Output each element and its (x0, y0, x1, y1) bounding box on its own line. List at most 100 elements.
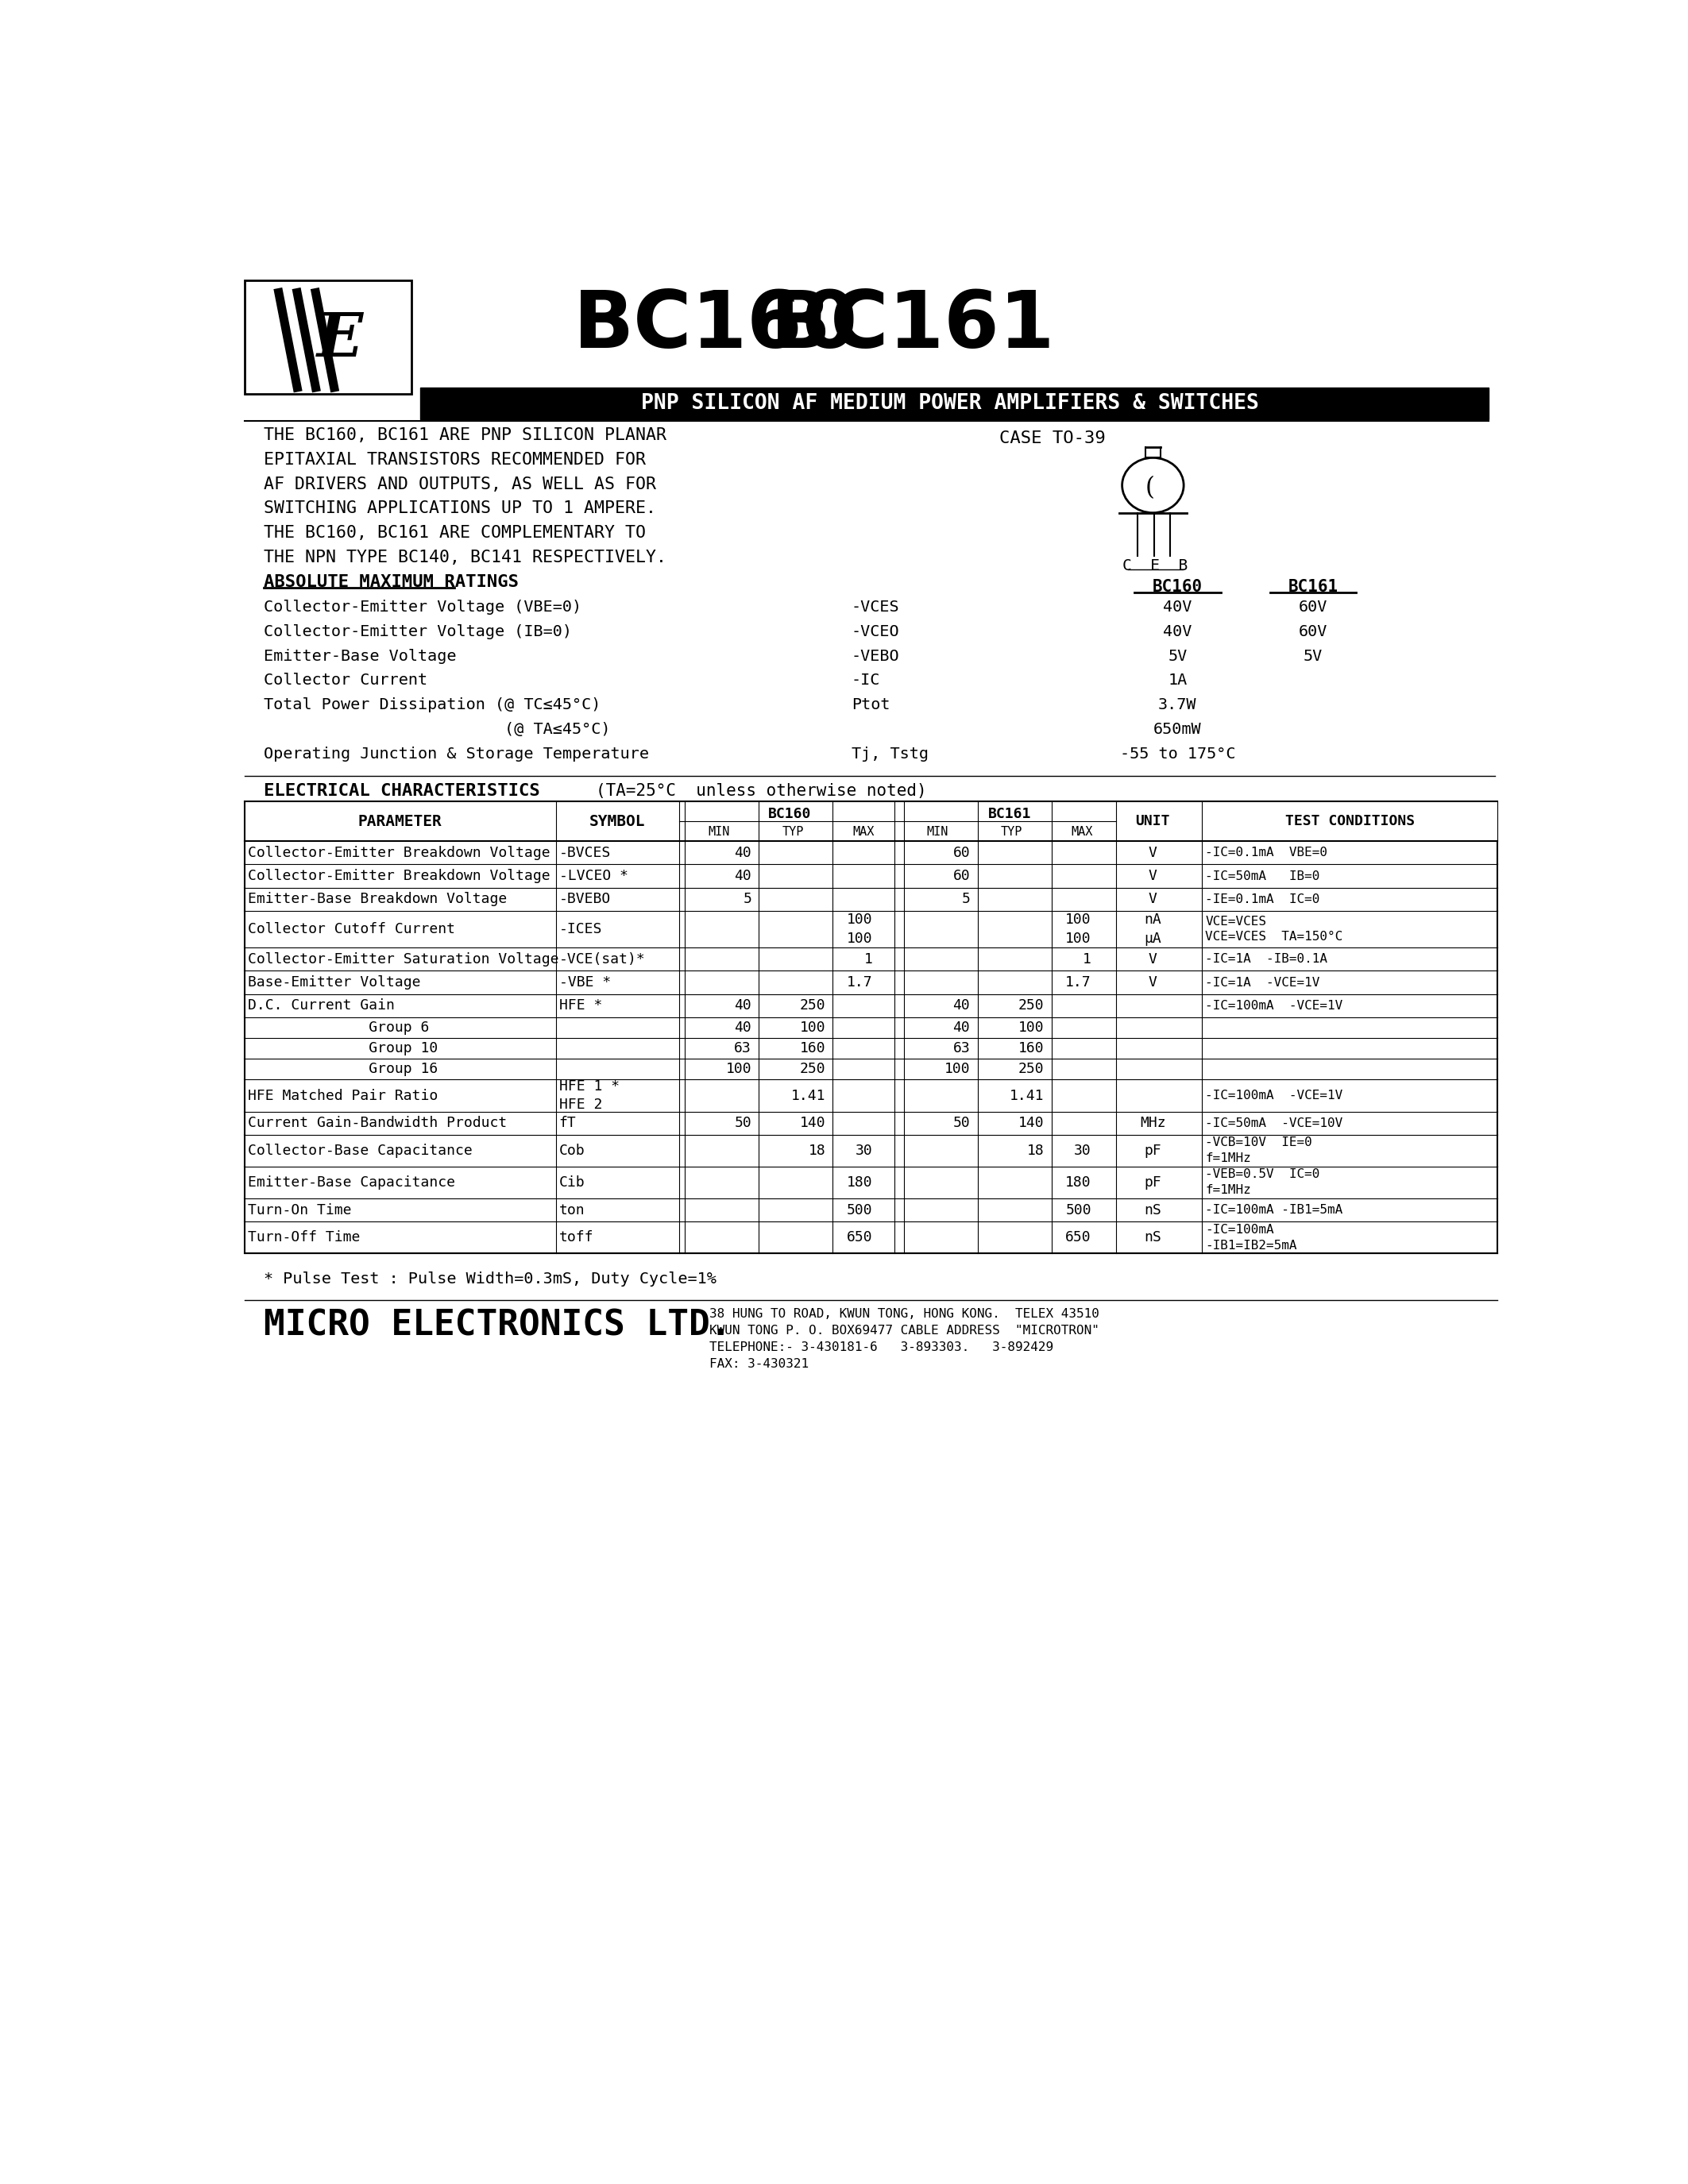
Text: BC161: BC161 (770, 288, 1055, 365)
Text: 40: 40 (734, 1020, 751, 1035)
Text: fT: fT (559, 1116, 576, 1131)
Text: FAX: 3-430321: FAX: 3-430321 (709, 1358, 809, 1369)
Text: -IE=0.1mA  IC=0: -IE=0.1mA IC=0 (1205, 893, 1320, 904)
Text: 1.7: 1.7 (847, 976, 873, 989)
Text: pF: pF (1144, 1144, 1161, 1158)
Text: toff: toff (559, 1230, 594, 1245)
Text: -ICES: -ICES (559, 922, 603, 937)
Text: 5V: 5V (1168, 649, 1187, 664)
Text: BC161: BC161 (1288, 579, 1339, 594)
Text: 30: 30 (1074, 1144, 1092, 1158)
Text: 40V: 40V (1163, 625, 1192, 640)
Text: 5: 5 (962, 891, 971, 906)
Text: -BVEBO: -BVEBO (559, 891, 611, 906)
Text: Emitter-Base Breakdown Voltage: Emitter-Base Breakdown Voltage (248, 891, 506, 906)
Text: 50: 50 (952, 1116, 971, 1131)
Text: Collector-Emitter Voltage (VBE=0): Collector-Emitter Voltage (VBE=0) (263, 601, 581, 614)
Text: BC160: BC160 (1153, 579, 1202, 594)
Text: Current Gain-Bandwidth Product: Current Gain-Bandwidth Product (248, 1116, 506, 1131)
Text: EPITAXIAL TRANSISTORS RECOMMENDED FOR: EPITAXIAL TRANSISTORS RECOMMENDED FOR (263, 452, 645, 467)
Text: MICRO ELECTRONICS LTD.: MICRO ELECTRONICS LTD. (263, 1308, 731, 1343)
Text: Collector Current: Collector Current (263, 673, 427, 688)
Text: -LVCEO *: -LVCEO * (559, 869, 628, 882)
Text: nA
μA: nA μA (1144, 913, 1161, 946)
Text: BC160: BC160 (768, 806, 812, 821)
Text: MIN: MIN (927, 826, 949, 839)
Text: 40: 40 (734, 869, 751, 882)
Text: (TA=25°C  unless otherwise noted): (TA=25°C unless otherwise noted) (596, 784, 927, 799)
Text: 100: 100 (1018, 1020, 1043, 1035)
Text: HFE 1 *
HFE 2: HFE 1 * HFE 2 (559, 1079, 619, 1112)
Text: SYMBOL: SYMBOL (589, 815, 645, 830)
Text: 38 HUNG TO ROAD, KWUN TONG, HONG KONG.  TELEX 43510: 38 HUNG TO ROAD, KWUN TONG, HONG KONG. T… (709, 1308, 1099, 1321)
Text: 40: 40 (734, 998, 751, 1013)
Text: pF: pF (1144, 1175, 1161, 1190)
Text: 5V: 5V (1303, 649, 1323, 664)
Text: MAX: MAX (852, 826, 874, 839)
Text: 40: 40 (952, 998, 971, 1013)
Text: ABSOLUTE MAXIMUM RATINGS: ABSOLUTE MAXIMUM RATINGS (263, 574, 518, 590)
Text: 180: 180 (847, 1175, 873, 1190)
Text: PARAMETER: PARAMETER (358, 815, 442, 830)
Text: -BVCES: -BVCES (559, 845, 611, 860)
Text: Turn-On Time: Turn-On Time (248, 1203, 351, 1216)
Text: -VCEO: -VCEO (851, 625, 900, 640)
Text: 500: 500 (847, 1203, 873, 1216)
Text: Collector Cutoff Current: Collector Cutoff Current (248, 922, 456, 937)
Text: Group 10: Group 10 (248, 1042, 437, 1055)
Text: -IC: -IC (851, 673, 879, 688)
Text: SWITCHING APPLICATIONS UP TO 1 AMPERE.: SWITCHING APPLICATIONS UP TO 1 AMPERE. (263, 500, 655, 515)
Text: V: V (1148, 952, 1158, 965)
Text: C  E  B: C E B (1123, 559, 1187, 574)
Text: -IC=100mA  -VCE=1V: -IC=100mA -VCE=1V (1205, 1000, 1344, 1011)
Text: MAX: MAX (1072, 826, 1094, 839)
Text: 250: 250 (800, 998, 825, 1013)
Text: Base-Emitter Voltage: Base-Emitter Voltage (248, 976, 420, 989)
Text: 60: 60 (952, 845, 971, 860)
Text: 250: 250 (1018, 1061, 1043, 1077)
Text: 100: 100 (800, 1020, 825, 1035)
Text: 1.41: 1.41 (792, 1088, 825, 1103)
Text: TEST CONDITIONS: TEST CONDITIONS (1285, 815, 1415, 828)
Text: * Pulse Test : Pulse Width=0.3mS, Duty Cycle=1%: * Pulse Test : Pulse Width=0.3mS, Duty C… (263, 1271, 716, 1286)
Text: -VEB=0.5V  IC=0
f=1MHz: -VEB=0.5V IC=0 f=1MHz (1205, 1168, 1320, 1197)
Text: TYP: TYP (1001, 826, 1023, 839)
Text: 18: 18 (1026, 1144, 1043, 1158)
Text: 63: 63 (734, 1042, 751, 1055)
Text: 40: 40 (734, 845, 751, 860)
Text: -IC=50mA  -VCE=10V: -IC=50mA -VCE=10V (1205, 1118, 1344, 1129)
Text: BC160: BC160 (574, 288, 858, 365)
Text: Group 6: Group 6 (248, 1020, 429, 1035)
Text: ton: ton (559, 1203, 584, 1216)
Text: CASE TO-39: CASE TO-39 (999, 430, 1106, 446)
Text: Collector-Emitter Breakdown Voltage: Collector-Emitter Breakdown Voltage (248, 845, 550, 860)
Text: Group 16: Group 16 (248, 1061, 437, 1077)
Text: PNP SILICON AF MEDIUM POWER AMPLIFIERS & SWITCHES: PNP SILICON AF MEDIUM POWER AMPLIFIERS &… (641, 393, 1259, 413)
Text: TELEPHONE:- 3-430181-6   3-893303.   3-892429: TELEPHONE:- 3-430181-6 3-893303. 3-89242… (709, 1341, 1053, 1354)
Text: 140: 140 (800, 1116, 825, 1131)
Text: -IC=100mA  -VCE=1V: -IC=100mA -VCE=1V (1205, 1090, 1344, 1101)
Text: -IC=50mA   IB=0: -IC=50mA IB=0 (1205, 869, 1320, 882)
Text: (@ TA≤45°C): (@ TA≤45°C) (263, 723, 609, 736)
Text: TYP: TYP (782, 826, 803, 839)
Text: Turn-Off Time: Turn-Off Time (248, 1230, 360, 1245)
Text: -55 to 175°C: -55 to 175°C (1119, 747, 1236, 762)
Text: 500: 500 (1065, 1203, 1092, 1216)
Text: THE BC160, BC161 ARE COMPLEMENTARY TO: THE BC160, BC161 ARE COMPLEMENTARY TO (263, 524, 645, 542)
Text: Collector-Emitter Breakdown Voltage: Collector-Emitter Breakdown Voltage (248, 869, 550, 882)
Text: KWUN TONG P. O. BOX69477 CABLE ADDRESS  "MICROTRON": KWUN TONG P. O. BOX69477 CABLE ADDRESS "… (709, 1326, 1099, 1337)
Text: AF DRIVERS AND OUTPUTS, AS WELL AS FOR: AF DRIVERS AND OUTPUTS, AS WELL AS FOR (263, 476, 655, 491)
Text: 5: 5 (743, 891, 751, 906)
Text: 1.41: 1.41 (1009, 1088, 1043, 1103)
Text: HFE Matched Pair Ratio: HFE Matched Pair Ratio (248, 1088, 437, 1103)
Text: 40: 40 (952, 1020, 971, 1035)
Text: 160: 160 (800, 1042, 825, 1055)
Text: 18: 18 (809, 1144, 825, 1158)
Text: 1: 1 (864, 952, 873, 965)
Polygon shape (420, 387, 1489, 419)
Text: -IC=1A  -VCE=1V: -IC=1A -VCE=1V (1205, 976, 1320, 989)
Text: 63: 63 (952, 1042, 971, 1055)
Text: V: V (1148, 891, 1158, 906)
Text: 250: 250 (1018, 998, 1043, 1013)
Text: 100: 100 (726, 1061, 751, 1077)
